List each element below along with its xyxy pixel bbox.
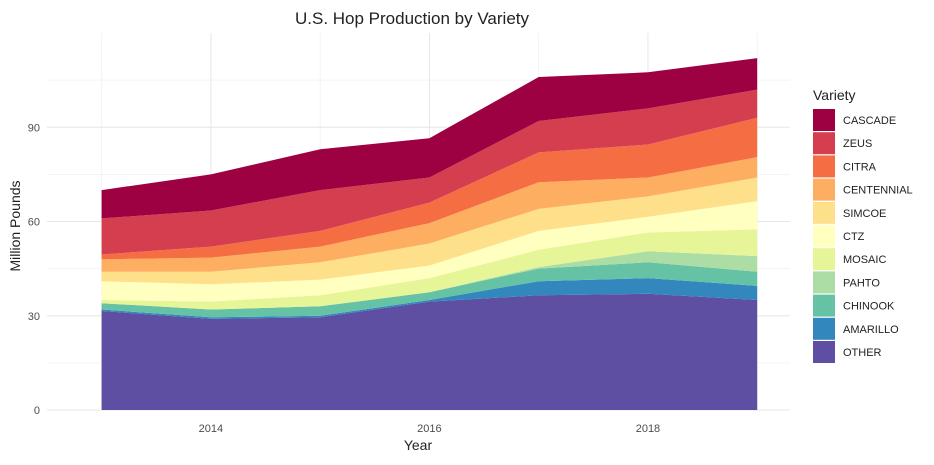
legend-swatch-chinook — [813, 294, 835, 317]
x-tick-label: 2016 — [417, 423, 441, 435]
legend-swatch-pahto — [813, 271, 835, 294]
area-ctz — [101, 201, 758, 302]
area-other — [101, 293, 758, 410]
y-tick-label: 60 — [28, 217, 40, 229]
y-tick-label: 90 — [28, 122, 40, 134]
legend-swatch-amarillo — [813, 317, 835, 340]
area-simcoe — [101, 177, 758, 285]
legend-label-amarillo: AMARILLO — [843, 324, 899, 336]
legend-label-chinook: CHINOOK — [843, 301, 895, 313]
axes: 2014 2016 2018 0 30 60 90 — [28, 122, 660, 435]
area-mosaic — [101, 229, 758, 310]
legend-swatch-ctz — [813, 225, 835, 247]
chart-title: U.S. Hop Production by Variety — [295, 9, 530, 28]
legend-label-mosaic: MOSAIC — [843, 254, 886, 266]
legend-swatch-zeus — [813, 132, 835, 155]
x-tick-label: 2014 — [199, 423, 223, 435]
legend-label-other: OTHER — [843, 347, 882, 359]
legend-label-simcoe: SIMCOE — [843, 208, 886, 220]
legend-swatch-mosaic — [813, 248, 835, 271]
area-zeus — [101, 89, 758, 255]
y-tick-label: 0 — [34, 405, 40, 417]
legend-swatch-cascade — [813, 109, 835, 131]
area-cascade — [101, 58, 758, 219]
x-axis-label: Year — [404, 437, 433, 453]
legend-swatch-simcoe — [813, 201, 835, 224]
area-citra — [101, 117, 758, 260]
x-tick-label: 2018 — [636, 423, 660, 435]
legend-swatch-citra — [813, 155, 835, 178]
legend: Variety CASCADE ZEUS CITRA CENTENNIAL SIMCOE… — [813, 87, 913, 363]
area-amarillo — [101, 278, 758, 319]
y-tick-label: 30 — [28, 311, 40, 323]
legend-label-cascade: CASCADE — [843, 115, 896, 127]
legend-swatch-centennial — [813, 178, 835, 201]
legend-label-zeus: ZEUS — [843, 138, 872, 150]
area-pahto — [101, 251, 758, 310]
legend-label-citra: CITRA — [843, 161, 877, 173]
area-centennial — [101, 157, 758, 272]
legend-swatch-other — [813, 341, 835, 363]
legend-label-centennial: CENTENNIAL — [843, 185, 913, 197]
area-chinook — [101, 262, 758, 318]
legend-title: Variety — [813, 87, 856, 103]
legend-label-ctz: CTZ — [843, 231, 865, 243]
y-axis-label: Million Pounds — [7, 180, 23, 271]
stacked-areas — [101, 58, 758, 410]
legend-label-pahto: PAHTO — [843, 277, 880, 289]
